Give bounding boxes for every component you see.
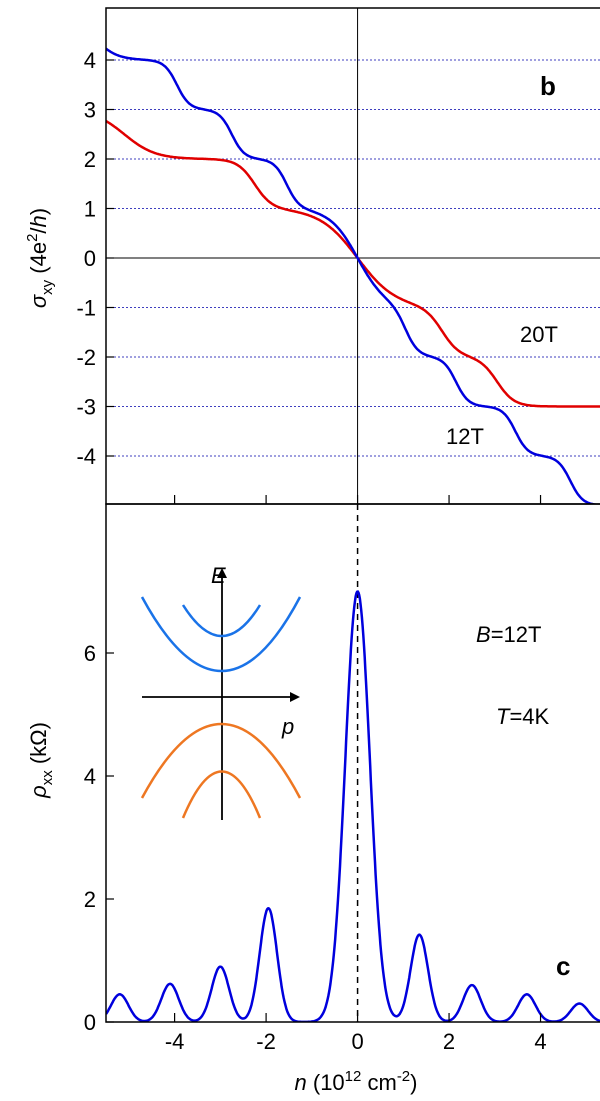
panel-c-frame — [105, 503, 600, 1023]
y-tick-label-b: 1 — [84, 197, 96, 222]
label-20T: 20T — [520, 322, 558, 347]
y-axis-label-b: σxy (4e2/h) — [24, 208, 56, 308]
x-ticks-c: -4 -2 0 2 4 — [165, 1013, 547, 1054]
panel-b: -4 -3 -2 -1 0 1 2 3 4 b 20T 12T σxy (4e2/h) — [24, 7, 600, 505]
annotation-B: B=12T — [476, 622, 541, 647]
y-tick-label-c: 0 — [84, 1010, 96, 1035]
y-tick-label-c: 6 — [84, 641, 96, 666]
panel-c-letter: c — [556, 951, 570, 981]
y-tick-label-b: -3 — [76, 395, 96, 420]
y-tick-label-b: -4 — [76, 444, 96, 469]
panel-c: 0 2 4 6 -4 -2 0 2 4 ρxx (kΩ) n (1012 cm-2) B=12… — [26, 503, 600, 1095]
series-rhoxx-line — [106, 590, 600, 1022]
y-tick-label-b: 3 — [84, 98, 96, 123]
y-tick-label-c: 2 — [84, 887, 96, 912]
lower-outer-band — [140, 723, 302, 799]
label-12T: 12T — [446, 424, 484, 449]
band-structure-inset: E p — [140, 563, 302, 820]
y-axis-label-c: ρxx (kΩ) — [26, 722, 56, 799]
y-tick-label-b: -2 — [76, 345, 96, 370]
annotation-T: T=4K — [496, 704, 550, 729]
y-ticks-b: -4 -3 -2 -1 0 1 2 3 4 — [76, 48, 114, 469]
series-12T-line — [106, 47, 600, 504]
upper-inner-band — [181, 604, 262, 638]
y-tick-label-b: -1 — [76, 296, 96, 321]
x-tick-label-c: 2 — [443, 1029, 455, 1054]
x-tick-label-c: -4 — [165, 1029, 185, 1054]
x-tick-label-c: -2 — [256, 1029, 276, 1054]
y-tick-label-c: 4 — [84, 764, 96, 789]
y-tick-label-b: 2 — [84, 147, 96, 172]
x-ticks-b — [174, 495, 542, 504]
x-axis-label-c: n (1012 cm-2) — [295, 1068, 418, 1095]
y-ticks-c: 0 2 4 6 — [84, 641, 114, 1035]
inset-E-label: E — [211, 563, 226, 588]
panel-b-letter: b — [540, 71, 556, 101]
upper-outer-band — [140, 596, 302, 672]
lower-inner-band — [181, 770, 262, 819]
y-tick-label-b: 4 — [84, 48, 96, 73]
inset-p-label: p — [281, 714, 294, 739]
x-tick-label-c: 4 — [534, 1029, 546, 1054]
y-tick-label-b: 0 — [84, 246, 96, 271]
x-tick-label-c: 0 — [351, 1029, 363, 1054]
panel-b-frame — [105, 7, 600, 505]
series-20T-line — [106, 120, 600, 408]
